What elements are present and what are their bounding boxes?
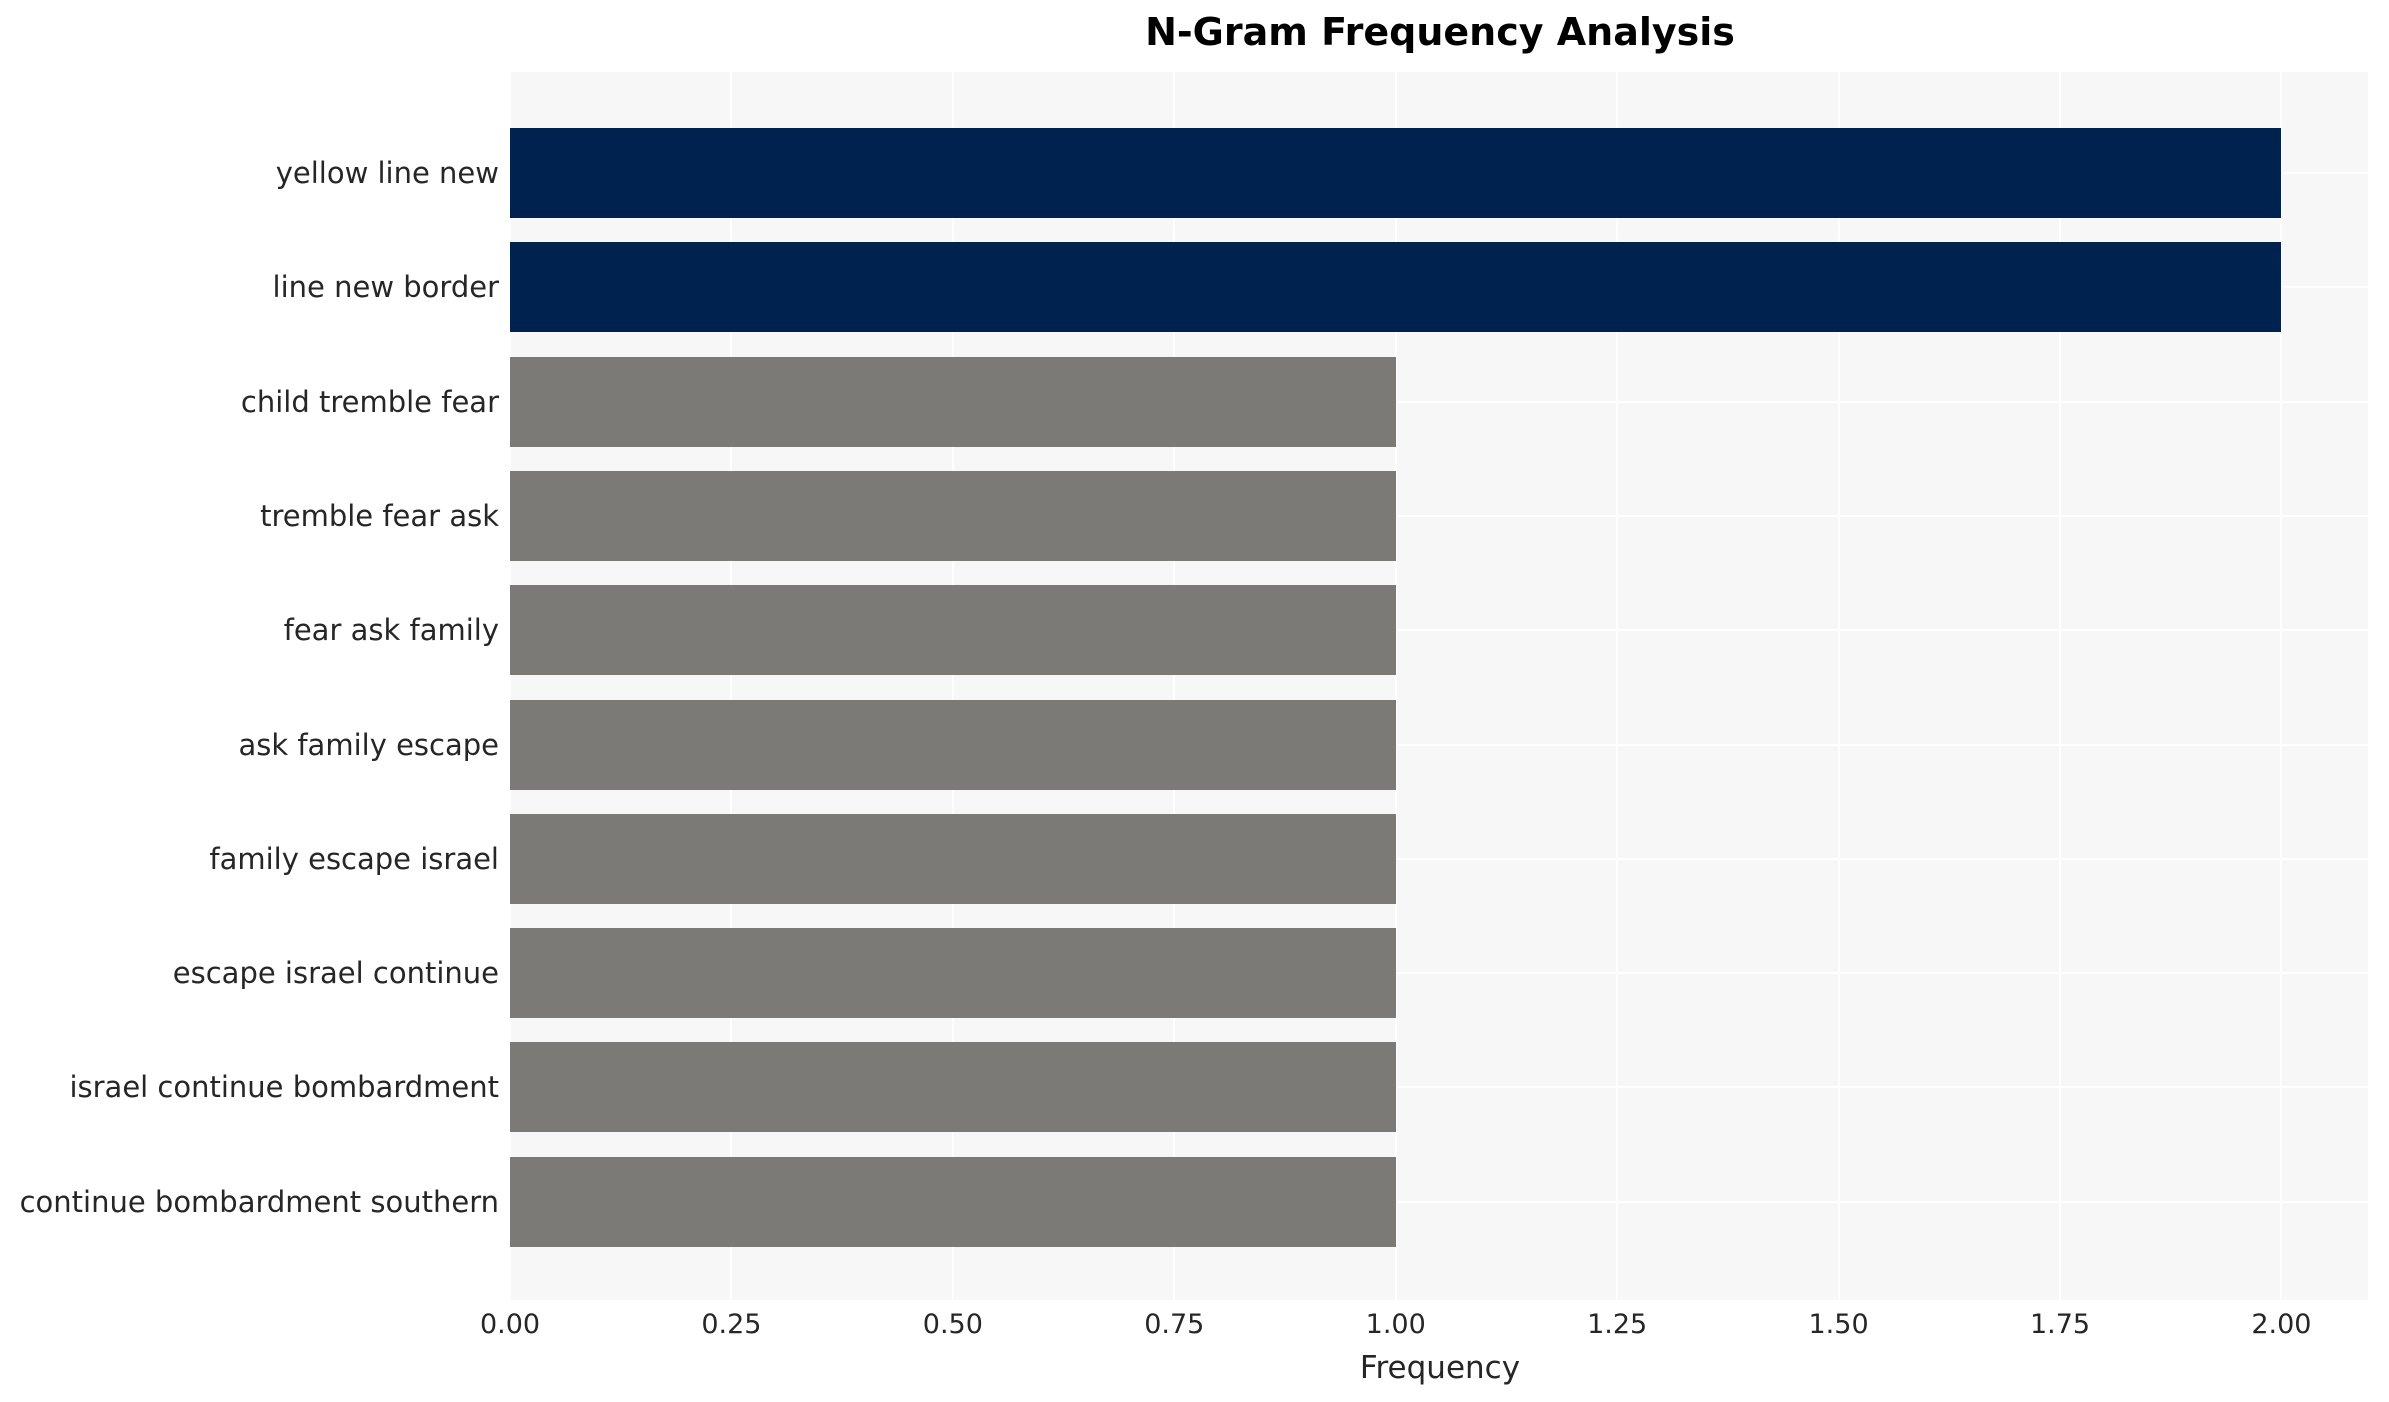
h-gridline — [510, 629, 2370, 632]
v-gridline — [951, 72, 954, 1300]
category-label: ask family escape — [238, 727, 499, 762]
h-gridline — [510, 743, 2370, 746]
bar — [510, 813, 1396, 904]
bar — [510, 1156, 1396, 1247]
category-label: yellow line new — [275, 156, 499, 190]
bar — [510, 242, 2282, 333]
bar — [510, 1042, 1396, 1133]
category-label: family escape israel — [209, 841, 499, 876]
x-tick-label: 0.50 — [922, 1309, 983, 1340]
v-gridline — [1173, 72, 1176, 1300]
x-tick-label: 1.25 — [1587, 1309, 1648, 1340]
bar — [510, 128, 2282, 218]
x-axis-title: Frequency — [1359, 1350, 1521, 1386]
h-gridline — [510, 857, 2370, 860]
plot-area — [510, 72, 2370, 1300]
h-gridline — [510, 972, 2370, 975]
bar — [510, 928, 1396, 1019]
right-spine — [2368, 72, 2370, 1300]
x-tick-label: 1.50 — [1808, 1309, 1869, 1340]
x-tick-label: 0.75 — [1144, 1309, 1205, 1340]
bar — [510, 585, 1396, 676]
v-gridline — [1394, 72, 1397, 1300]
v-gridline — [510, 72, 511, 1300]
x-tick-label: 2.00 — [2251, 1309, 2312, 1340]
bar — [510, 470, 1396, 561]
h-gridline — [510, 1200, 2370, 1203]
x-tick-label: 1.75 — [2029, 1309, 2091, 1340]
chart-title: N-Gram Frequency Analysis — [1145, 10, 1735, 54]
category-label: tremble fear ask — [260, 498, 499, 533]
bar — [510, 356, 1396, 447]
v-gridline — [1616, 72, 1619, 1300]
category-label: escape israel continue — [172, 956, 499, 991]
v-gridline — [730, 72, 733, 1300]
category-label: continue bombardment southern — [19, 1184, 499, 1219]
x-tick-label: 0.25 — [701, 1309, 762, 1340]
category-label: fear ask family — [283, 613, 499, 648]
x-tick-label: 1.00 — [1365, 1309, 1426, 1340]
category-label: line new border — [272, 270, 499, 305]
bar — [510, 699, 1396, 790]
h-gridline — [510, 400, 2370, 403]
h-gridline — [510, 1086, 2370, 1089]
category-label: child tremble fear — [240, 384, 499, 419]
category-label: israel continue bombardment — [69, 1070, 499, 1105]
x-tick-label: 0.00 — [479, 1309, 541, 1340]
v-gridline — [1837, 72, 1840, 1300]
v-gridline — [2059, 72, 2061, 1300]
h-gridline — [510, 514, 2370, 517]
v-gridline — [2280, 72, 2283, 1300]
